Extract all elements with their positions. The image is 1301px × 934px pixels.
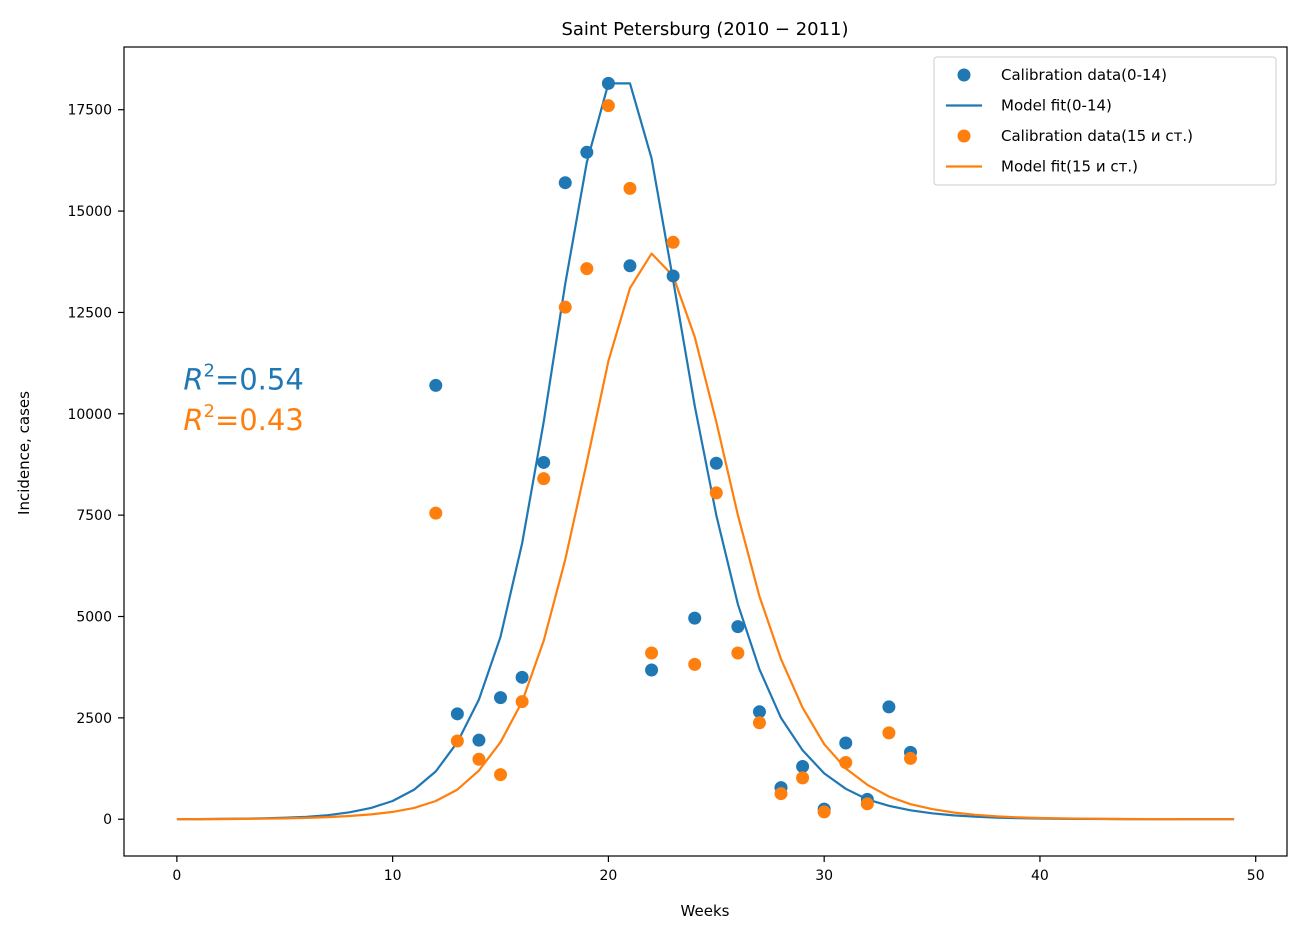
series-2-point	[796, 771, 810, 785]
legend-box	[933, 56, 1277, 186]
axis-ticks: 0 10 20 30 40 50 0 2500 5000 7500 10000 12500 15000 1…	[67, 103, 1264, 884]
series-2-point	[731, 646, 745, 660]
x-tick-label: 40	[1031, 868, 1049, 884]
series-2-point	[623, 181, 637, 195]
x-tick-label: 50	[1247, 868, 1265, 884]
series-2-point	[774, 787, 788, 801]
y-tick-label: 17500	[67, 103, 112, 119]
series-0-point	[645, 663, 659, 677]
series-2-point	[666, 235, 680, 249]
y-tick-label: 5000	[76, 610, 112, 626]
r-squared-symbol: R	[183, 362, 203, 396]
series-2-point	[537, 472, 551, 486]
series-2-point	[450, 734, 464, 748]
y-tick-label: 7500	[76, 508, 112, 524]
series-0-point	[688, 611, 702, 625]
y-tick-label: 2500	[76, 711, 112, 727]
r-squared-exponent: 2	[203, 401, 214, 422]
legend-label: Model fit(0-14)	[1001, 97, 1112, 115]
x-tick-label: 20	[599, 868, 617, 884]
series-0-point	[450, 707, 464, 721]
series-2-point	[601, 99, 615, 113]
series-2-point	[429, 506, 443, 520]
series-2-point	[472, 752, 486, 766]
series-2-point	[882, 726, 896, 740]
series-2-point	[860, 797, 874, 811]
series-0-point	[796, 760, 810, 774]
series-2-point	[839, 755, 853, 769]
legend-label: Model fit(15 и ст.)	[1001, 158, 1138, 176]
r-squared-annotation: R2=0.54	[183, 360, 303, 396]
series-2-point	[903, 751, 917, 765]
chart-title: Saint Petersburg (2010 − 2011)	[561, 19, 848, 40]
series-2-point	[494, 768, 508, 782]
x-tick-label: 30	[815, 868, 833, 884]
series-0-point	[537, 455, 551, 469]
legend-marker	[957, 68, 971, 82]
series-0-point	[709, 456, 723, 470]
series-2-point	[645, 646, 659, 660]
series-0-point	[580, 145, 594, 159]
series-0-point	[558, 176, 572, 190]
x-tick-label: 0	[172, 868, 181, 884]
series-2-point	[558, 300, 572, 314]
legend-label: Calibration data(0-14)	[1001, 66, 1167, 84]
plot-area	[176, 76, 1235, 821]
y-tick-label: 10000	[67, 407, 112, 423]
r-squared-value: =0.54	[215, 362, 304, 396]
series-line-3	[176, 252, 1235, 821]
x-tick-label: 10	[384, 868, 402, 884]
series-2-point	[515, 695, 529, 709]
y-tick-label: 12500	[67, 305, 112, 321]
y-tick-label: 15000	[67, 204, 112, 220]
series-0-point	[623, 259, 637, 273]
series-2-point	[817, 805, 831, 819]
series-2-point	[709, 486, 723, 500]
y-tick-label: 0	[103, 812, 112, 828]
legend-marker	[957, 129, 971, 143]
x-axis-label: Weeks	[681, 902, 730, 920]
axes-frame	[123, 46, 1288, 857]
legend-label: Calibration data(15 и ст.)	[1001, 127, 1193, 145]
series-0-point	[515, 670, 529, 684]
series-0-point	[731, 620, 745, 634]
series-0-point	[429, 378, 443, 392]
r-squared-value: =0.43	[215, 403, 304, 437]
r-squared-exponent: 2	[203, 360, 214, 381]
series-2-point	[580, 262, 594, 276]
r-squared-symbol: R	[183, 403, 203, 437]
series-0-point	[882, 700, 896, 714]
series-0-point	[666, 269, 680, 283]
series-0-point	[472, 733, 486, 747]
series-2-point	[688, 657, 702, 671]
series-0-point	[752, 705, 766, 719]
series-2-point	[752, 716, 766, 730]
legend: Calibration data(0-14) Model fit(0-14) Cal…	[933, 56, 1277, 186]
series-0-point	[494, 691, 508, 705]
series-0-point	[601, 76, 615, 90]
r-squared-annotation: R2=0.43	[183, 401, 303, 437]
y-axis-label: Incidence, cases	[15, 391, 33, 515]
series-0-point	[839, 736, 853, 750]
